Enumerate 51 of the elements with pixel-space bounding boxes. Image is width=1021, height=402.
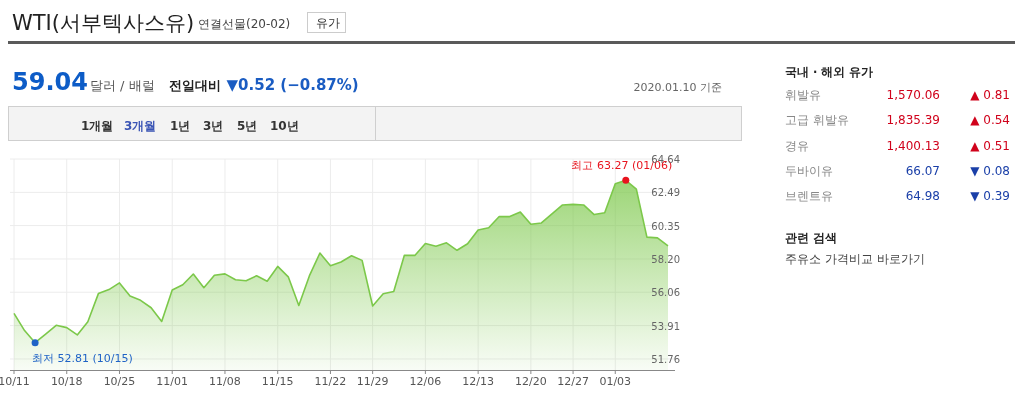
y-tick-label: 51.76 [651,353,680,365]
text: 브렌트유 [785,189,833,204]
text: 경유 [785,138,809,153]
text: 국내 · 해외 유가 [785,65,874,79]
x-tick-label: 12/27 [557,375,589,388]
text: ▼ 0.39 [970,189,1010,204]
text: ▼ 0.08 [970,163,1010,178]
x-tick-label: 01/03 [599,375,632,388]
text: 달러 / 배럴 [89,78,155,93]
text: 1,835.39 [886,113,940,128]
text: 2020.01.10 기준 [633,81,722,94]
text: 3년 [203,119,224,133]
annotation: 최저 52.81 (10/15) [32,351,133,365]
text: 5년 [237,119,258,133]
x-tick-label: 11/01 [156,375,189,388]
y-tick-label: 62.49 [651,187,680,199]
x-tick-label: 11/22 [314,375,347,388]
text: ▲ 0.54 [970,113,1010,128]
text: 1년 [170,119,191,133]
text: 3개월 [124,119,157,133]
x-tick-label: 11/29 [356,375,389,388]
y-tick-label: 60.35 [651,220,680,232]
text: ▲ 0.51 [970,138,1010,153]
x-tick-label: 12/06 [409,375,442,388]
x-tick-label: 10/11 [0,375,30,388]
text: 59.04 [12,68,88,96]
x-tick-label: 11/15 [261,375,294,388]
text: ▲ 0.81 [970,88,1010,102]
text: 66.07 [905,163,940,178]
text: 64.98 [905,189,940,204]
text: 전일대비 [168,78,221,93]
text: 휘발유 [785,88,821,102]
y-tick-label: 56.06 [651,287,680,299]
x-tick-label: 10/18 [50,375,83,388]
text: ▼0.52 (−0.87%) [226,76,359,94]
text: 1개월 [81,119,114,133]
text: 1,570.06 [886,88,940,102]
text: 관련 검색 [785,231,838,245]
text: 유가 [316,16,340,30]
text: 두바이유 [785,163,833,178]
chart-subtitle: 연결선물(20-02) [198,17,291,31]
chart-title: WTI(서부텍사스유) [12,11,195,35]
x-tick-label: 11/08 [209,375,241,388]
text: 1,400.13 [886,138,940,153]
text: 주유소 가격비교 바로가기 [785,252,925,266]
text: 10년 [270,119,299,133]
y-tick-label: 53.91 [651,320,680,332]
text: 고급 휘발유 [785,113,849,128]
x-tick-label: 12/20 [515,375,547,388]
x-tick-label: 10/25 [103,375,136,388]
x-tick-label: 12/13 [462,375,494,388]
